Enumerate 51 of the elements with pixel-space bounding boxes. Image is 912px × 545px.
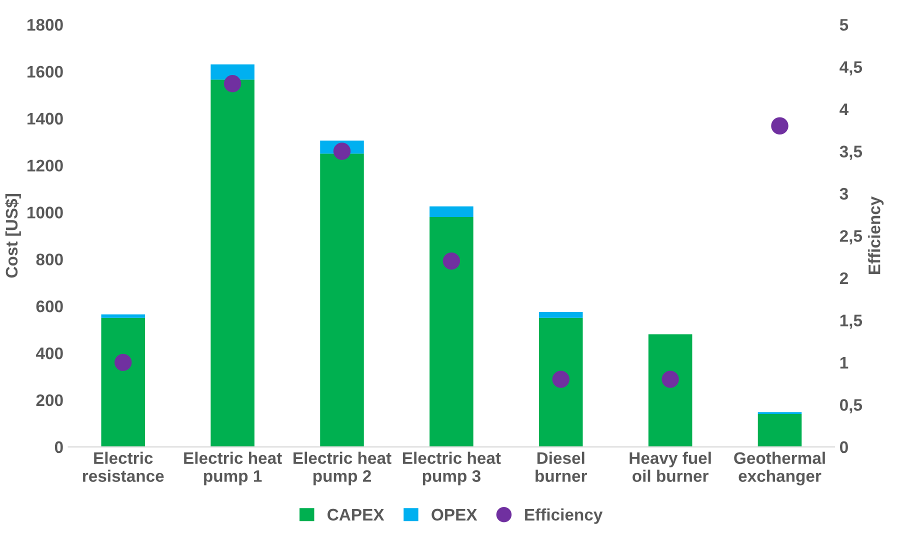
point bbox=[771, 117, 788, 135]
y2-tick-label: 1,5 bbox=[840, 314, 862, 329]
y-tick-label: 1200 bbox=[28, 160, 63, 172]
y2-tick-label: 4 bbox=[840, 104, 849, 116]
bar bbox=[210, 64, 254, 80]
x-tick-label: Electric heat pump 1 bbox=[184, 452, 282, 486]
bar bbox=[101, 314, 146, 318]
y-tick-label: 0 bbox=[54, 441, 63, 454]
point bbox=[333, 142, 351, 160]
y-tick-label: 1800 bbox=[28, 18, 63, 31]
bar bbox=[320, 154, 364, 447]
bar bbox=[101, 318, 146, 447]
x-tick-label: Electric heat pump 2 bbox=[294, 452, 392, 486]
y2-tick-label: 3,5 bbox=[840, 146, 862, 160]
x-tick-label: Geothermal exchanger bbox=[734, 452, 825, 486]
bar bbox=[210, 80, 254, 447]
x-tick-label: Heavy fuel oil burner bbox=[630, 452, 711, 482]
point bbox=[442, 252, 460, 270]
y2-tick-label: 4,5 bbox=[840, 61, 862, 76]
point bbox=[662, 370, 679, 388]
bar bbox=[538, 318, 583, 447]
y-tick-label: 200 bbox=[36, 394, 63, 406]
bar bbox=[430, 216, 474, 447]
y2-tick-label: 3 bbox=[840, 188, 848, 200]
bar bbox=[538, 312, 583, 318]
y2-tick-label: 5 bbox=[840, 19, 848, 31]
x-tick-label: Electric resistance bbox=[82, 452, 164, 482]
y2-tick-label: 0 bbox=[840, 441, 848, 454]
bar bbox=[648, 334, 692, 447]
y-tick-label: 800 bbox=[36, 254, 63, 266]
x-tick-label: Electric heat pump 3 bbox=[402, 452, 501, 486]
y2-tick-label: 2,5 bbox=[840, 230, 862, 244]
legend-label: OPEX bbox=[432, 508, 478, 521]
y-tick-label: 1400 bbox=[28, 112, 63, 125]
x-tick-label: Diesel burner bbox=[536, 452, 588, 482]
point bbox=[114, 354, 132, 372]
y-tick-label: 600 bbox=[36, 300, 63, 312]
legend-label: Efficiency bbox=[525, 508, 603, 524]
y2-tick-label: 2 bbox=[840, 272, 848, 284]
y-tick-label: 400 bbox=[36, 347, 63, 360]
legend-label: CAPEX bbox=[328, 508, 384, 521]
y2-tick-label: 0,5 bbox=[840, 399, 862, 414]
bar bbox=[430, 206, 474, 217]
y-axis-title: Cost [US$] bbox=[5, 194, 21, 278]
bar bbox=[758, 414, 802, 447]
y2-tick-label: 1 bbox=[840, 357, 848, 368]
point bbox=[552, 370, 570, 388]
point bbox=[224, 75, 242, 92]
y2-axis-title: Efficiency bbox=[868, 196, 884, 274]
y-tick-label: 1000 bbox=[28, 206, 63, 218]
y-tick-label: 1600 bbox=[28, 66, 63, 78]
